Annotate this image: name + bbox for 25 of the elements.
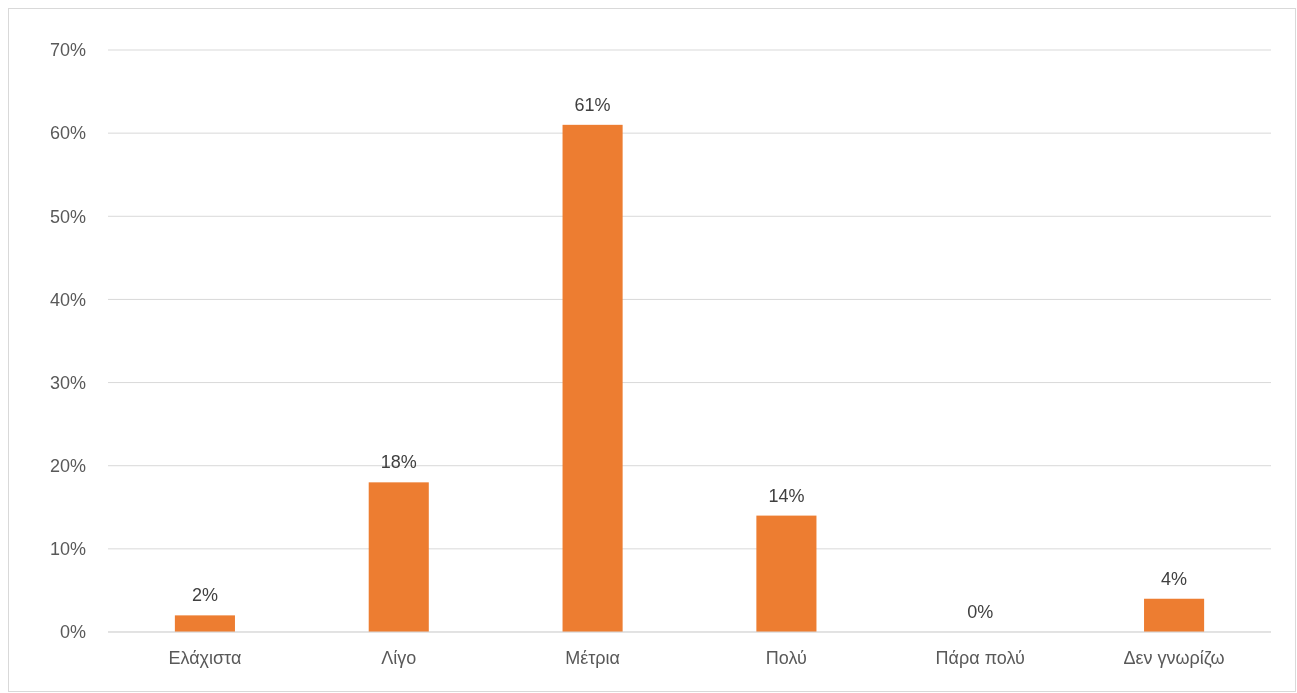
data-label: 18% [380,452,417,473]
data-label: 61% [574,94,611,115]
y-tick-label: 50% [49,206,86,227]
x-tick-label: Λίγο [381,648,417,668]
bar [1144,598,1205,632]
y-tick-label: 70% [49,40,86,61]
y-tick-label: 60% [49,123,86,144]
y-tick-label: 20% [49,456,86,477]
x-tick-label: Πάρα πολύ [935,648,1025,668]
x-tick-label: Ελάχιστα [168,648,242,668]
data-label: 14% [768,485,805,506]
data-label: 4% [1161,568,1188,589]
x-tick-label: Μέτρια [565,648,620,668]
y-tick-label: 0% [59,622,86,643]
bar [174,615,235,632]
y-tick-label: 40% [49,289,86,310]
x-tick-label: Πολύ [765,648,807,668]
y-tick-label: 30% [49,372,86,393]
x-tick-label: Δεν γνωρίζω [1123,648,1225,668]
bar [756,515,817,632]
y-tick-label: 10% [49,539,86,560]
bar [368,482,429,632]
data-label: 0% [967,602,994,622]
bar [562,124,623,632]
data-label: 2% [191,585,218,606]
